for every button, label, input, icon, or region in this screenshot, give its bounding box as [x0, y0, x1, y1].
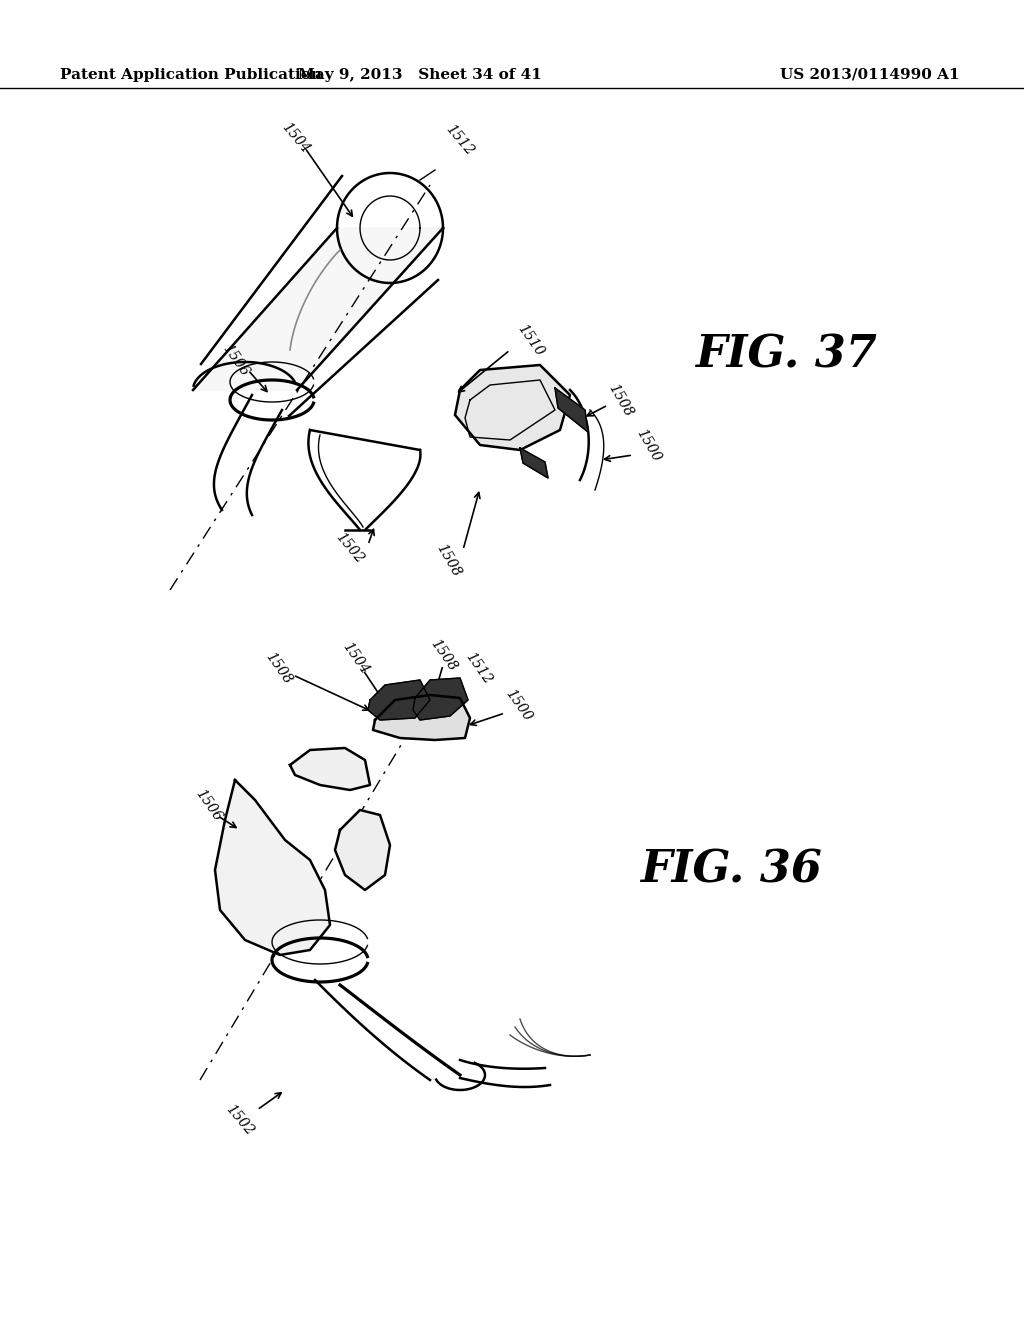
Text: US 2013/0114990 A1: US 2013/0114990 A1 — [780, 69, 959, 82]
Polygon shape — [373, 696, 470, 741]
Text: 1504: 1504 — [339, 639, 371, 677]
Text: FIG. 36: FIG. 36 — [640, 849, 822, 891]
Polygon shape — [455, 366, 570, 450]
Text: 1508: 1508 — [605, 381, 635, 418]
Text: 1512: 1512 — [443, 121, 477, 158]
Text: 1500: 1500 — [633, 426, 663, 463]
Text: 1506: 1506 — [193, 787, 224, 824]
Polygon shape — [290, 748, 370, 789]
Polygon shape — [368, 680, 430, 719]
Text: May 9, 2013   Sheet 34 of 41: May 9, 2013 Sheet 34 of 41 — [298, 69, 542, 82]
Text: 1502: 1502 — [223, 1102, 257, 1138]
Polygon shape — [193, 228, 443, 389]
Text: 1504: 1504 — [280, 120, 312, 156]
Text: 1508: 1508 — [262, 649, 294, 686]
Text: 1502: 1502 — [333, 529, 367, 566]
Polygon shape — [520, 447, 548, 478]
Text: 1512: 1512 — [462, 649, 494, 686]
Text: FIG. 37: FIG. 37 — [695, 334, 877, 376]
Polygon shape — [555, 388, 588, 432]
Text: 1510: 1510 — [514, 322, 546, 359]
Text: Patent Application Publication: Patent Application Publication — [60, 69, 322, 82]
Polygon shape — [193, 228, 443, 389]
Polygon shape — [335, 810, 390, 890]
Polygon shape — [413, 678, 468, 719]
Text: 1508: 1508 — [433, 541, 463, 579]
Polygon shape — [215, 780, 330, 954]
Text: 1506: 1506 — [219, 342, 251, 379]
Text: 1508: 1508 — [427, 636, 459, 673]
Text: 1500: 1500 — [502, 686, 534, 723]
